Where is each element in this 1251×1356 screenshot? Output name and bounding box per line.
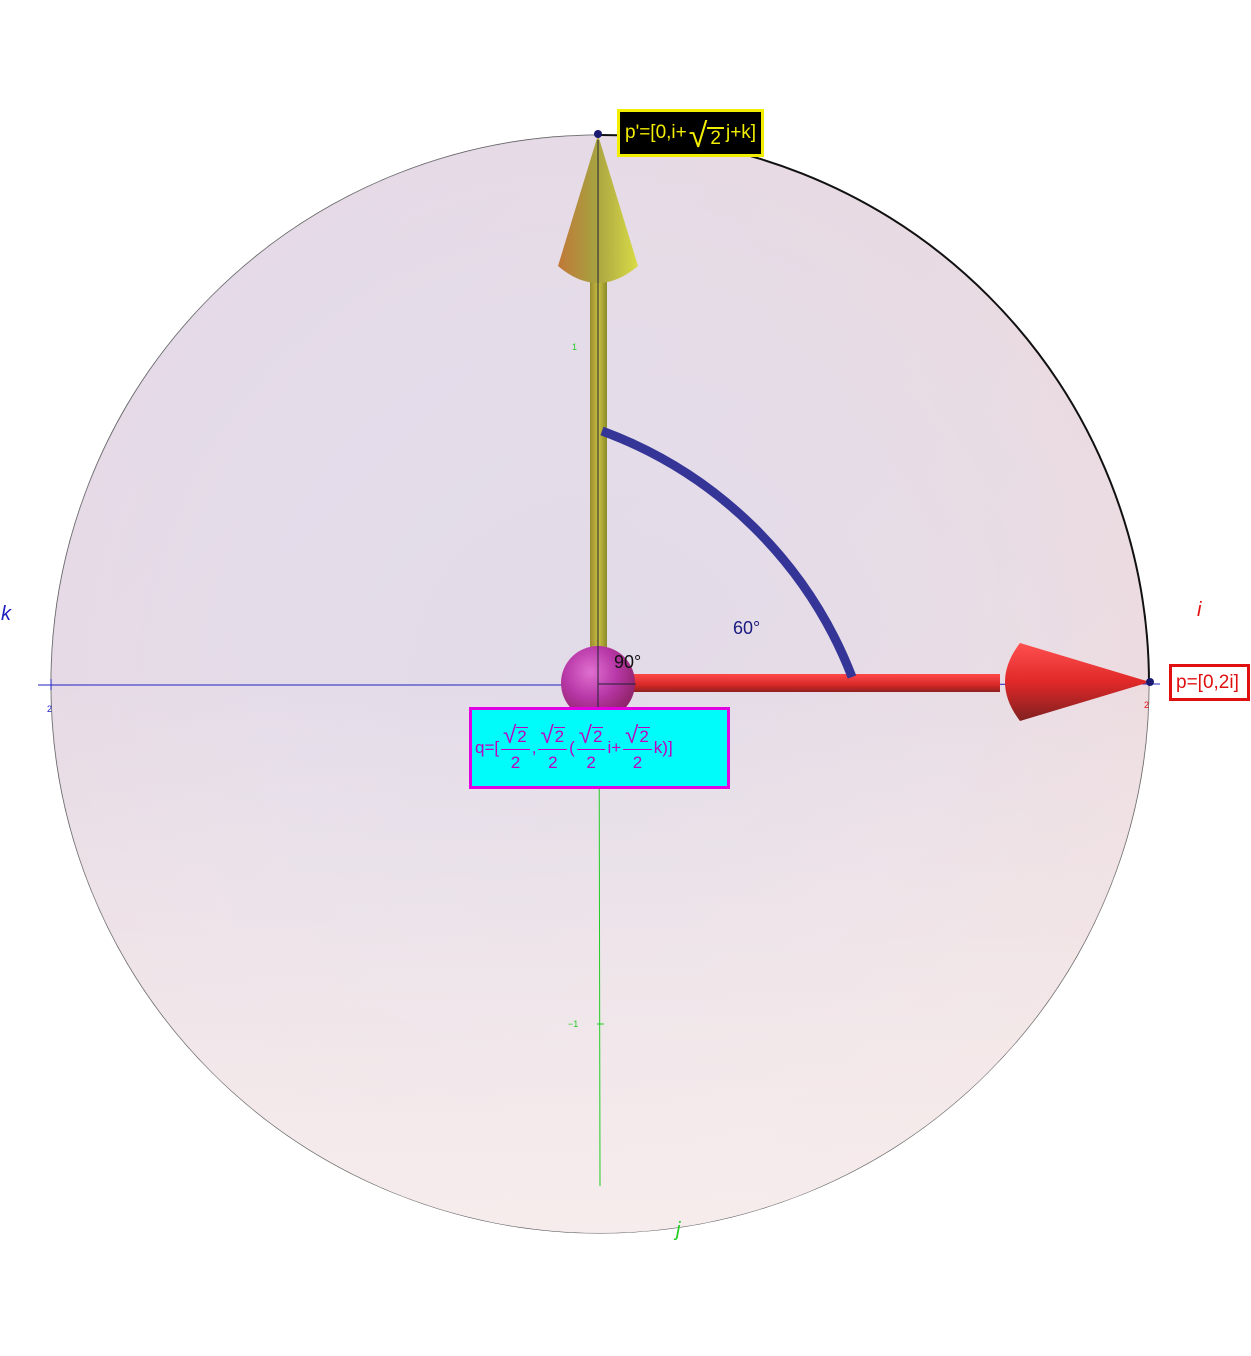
q-i-fraction: √ 2 2	[576, 722, 606, 773]
sqrt-two: √ 2	[689, 116, 724, 153]
q-i-term: i+	[607, 738, 622, 757]
q-separator: ,	[531, 738, 537, 757]
q-end: k)]	[653, 738, 673, 757]
p-label-text: p=[0,2i]	[1176, 671, 1239, 693]
p-prime-prefix: p'=[0,i+	[625, 122, 687, 143]
q-prefix: q=[	[475, 738, 500, 757]
j-tick-label-minus1: −1	[568, 1019, 578, 1029]
i-tick-label-2: 2	[1144, 700, 1149, 710]
angle-90-label: 90°	[614, 652, 641, 672]
p-label: p=[0,2i]	[1169, 664, 1250, 701]
q-k-fraction: √ 2 2	[623, 722, 652, 773]
angle-60-label: 60°	[733, 618, 760, 638]
i-axis-label: i	[1197, 599, 1202, 621]
rotation-angle-arc	[600, 426, 857, 679]
q-vector-scale-fraction: √ 2 2	[538, 722, 568, 773]
p-arrow	[605, 643, 1154, 721]
p-point	[1146, 678, 1154, 686]
q-paren-open: (	[569, 738, 575, 757]
p-prime-suffix: j+k]	[725, 122, 757, 143]
j-tick-label-1: 1	[572, 342, 577, 352]
j-axis-label: j	[673, 1219, 681, 1241]
p-prime-arrow	[558, 130, 638, 650]
q-scalar-fraction: √ 2 2	[501, 722, 530, 773]
k-tick-label-2: 2	[47, 704, 52, 714]
p-prime-label: p'=[0,i+ √ 2 j+k]	[617, 109, 765, 157]
k-axis-label: k	[1, 603, 12, 625]
p-prime-point	[594, 130, 602, 138]
q-label: q=[ √ 2 2 , √ 2 2 ( √ 2 2 i+ √ 2 2 k)]	[469, 707, 730, 789]
